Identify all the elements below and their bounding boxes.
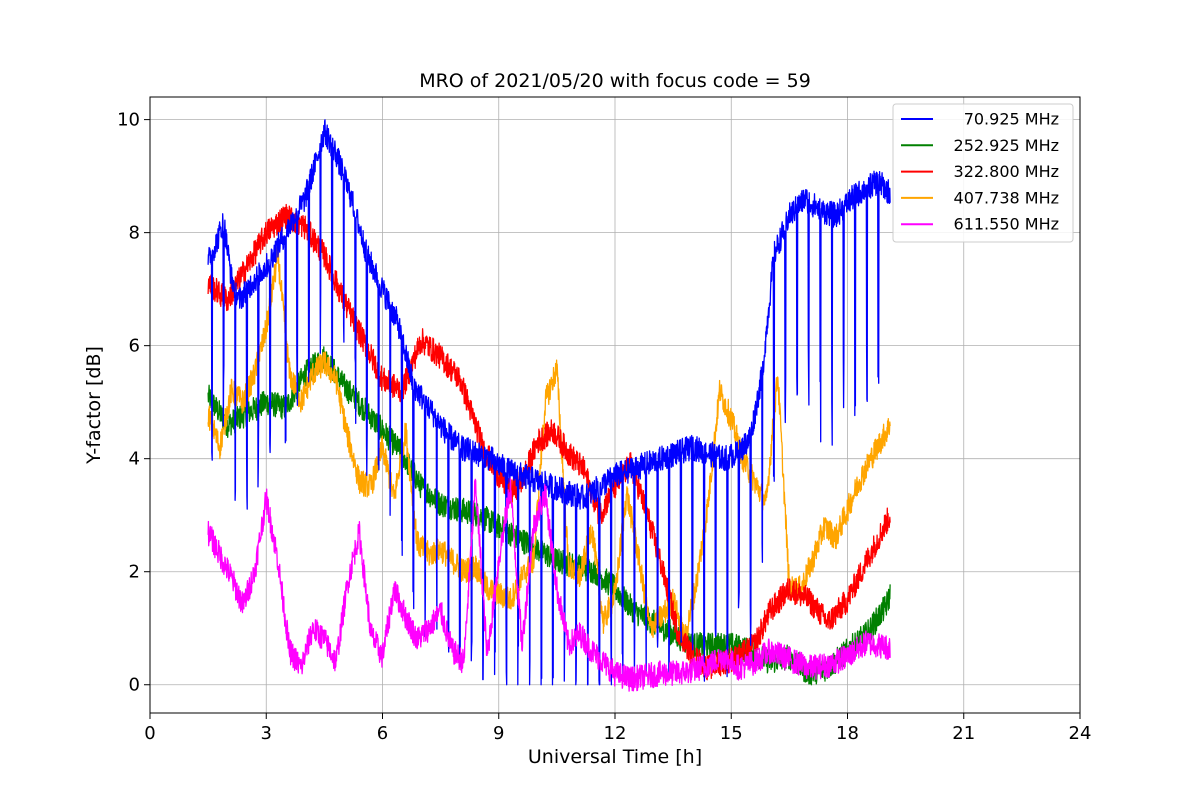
- x-tick-label: 12: [604, 723, 627, 744]
- y-axis-label: Y-factor [dB]: [83, 346, 105, 465]
- x-tick-label: 6: [377, 723, 388, 744]
- y-tick-label: 8: [129, 223, 140, 244]
- legend-label: 252.925 MHz: [954, 136, 1059, 155]
- x-tick-label: 24: [1069, 723, 1092, 744]
- x-tick-label: 18: [836, 723, 859, 744]
- y-tick-label: 4: [129, 449, 140, 470]
- legend-label: 611.550 MHz: [954, 215, 1059, 234]
- series-layer: [207, 119, 891, 692]
- legend-label: 322.800 MHz: [954, 162, 1059, 181]
- y-tick-label: 2: [129, 562, 140, 583]
- legend-label: 407.738 MHz: [954, 188, 1059, 207]
- x-tick-label: 15: [720, 723, 743, 744]
- x-tick-label: 0: [144, 723, 155, 744]
- legend-frame: [892, 103, 1074, 243]
- legend-label: 70.925 MHz: [964, 110, 1059, 129]
- y-tick-label: 0: [129, 675, 140, 696]
- series-line: [207, 119, 891, 686]
- series-line: [207, 242, 891, 648]
- x-tick-label: 3: [261, 723, 272, 744]
- x-axis-label: Universal Time [h]: [528, 746, 702, 768]
- y-tick-label: 6: [129, 336, 140, 357]
- series-line: [207, 477, 891, 692]
- chart-title: MRO of 2021/05/20 with focus code = 59: [419, 70, 811, 92]
- y-tick-label: 10: [117, 110, 140, 131]
- x-tick-label: 21: [952, 723, 975, 744]
- series-line: [207, 203, 891, 681]
- x-tick-label: 9: [493, 723, 504, 744]
- legend: 70.925 MHz 252.925 MHz 322.800 MHz 407.738 …: [892, 103, 1074, 243]
